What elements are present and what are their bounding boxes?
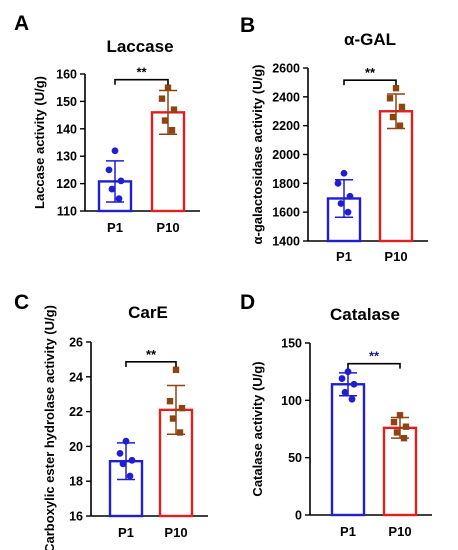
chart-a-y-tick-label: 160 bbox=[56, 68, 77, 82]
chart-d-x-tick-label: P10 bbox=[388, 524, 411, 539]
chart-a-title: Laccase bbox=[106, 37, 173, 56]
chart-a-point-p1 bbox=[111, 147, 119, 155]
chart-a-y-tick-label: 140 bbox=[56, 122, 77, 136]
chart-d-x-tick-label: P1 bbox=[340, 524, 356, 539]
chart-d-point-p10 bbox=[402, 423, 410, 430]
chart-c-y-label: Carboxylic ester hydrolase activity (U/g… bbox=[42, 305, 57, 550]
chart-a-point-p1 bbox=[115, 195, 123, 203]
chart-d-point-p1 bbox=[341, 388, 349, 396]
chart-a-panel-letter: A bbox=[14, 12, 29, 35]
chart-b-point-p10 bbox=[396, 122, 404, 129]
chart-b-point-p10 bbox=[389, 113, 397, 121]
chart-d-significance-bracket bbox=[347, 362, 401, 369]
chart-c-point-p10 bbox=[178, 404, 186, 412]
chart-b-point-p10 bbox=[386, 95, 394, 102]
chart-c-panel-letter: C bbox=[14, 291, 29, 314]
chart-c-y-tick-label: 20 bbox=[69, 440, 83, 454]
chart-d-y-tick-label: 0 bbox=[295, 509, 302, 523]
chart-b-y-tick-label: 1600 bbox=[272, 206, 300, 220]
chart-d-point-p10 bbox=[393, 429, 401, 436]
chart-d-point-p1 bbox=[338, 375, 346, 382]
chart-c-significance-label: ** bbox=[146, 347, 157, 362]
chart-a-significance-bracket bbox=[114, 78, 169, 85]
chart-b-y-label: α-galactosidase activity (U/g) bbox=[250, 65, 265, 245]
chart-c-point-p10 bbox=[176, 429, 184, 436]
chart-b-bar-p10 bbox=[378, 110, 414, 243]
chart-b-x-tick-label: P10 bbox=[384, 249, 407, 264]
chart-d-point-p1 bbox=[350, 380, 358, 388]
chart-b-title: α-GAL bbox=[344, 30, 396, 49]
chart-d-y-tick-label: 100 bbox=[281, 394, 302, 408]
chart-d-bar-p10 bbox=[382, 426, 418, 517]
chart-b-point-p1 bbox=[337, 200, 345, 207]
chart-d: D Catalase 0 50 100 150 Catalase activity (U/g… bbox=[240, 291, 432, 539]
chart-b-point-p1 bbox=[340, 169, 348, 177]
chart-a-point-p10 bbox=[164, 84, 172, 91]
chart-a-point-p1 bbox=[117, 177, 125, 185]
chart-c-point-p1 bbox=[122, 437, 130, 445]
chart-b-y-tick-label: 1400 bbox=[272, 235, 300, 249]
chart-d-significance-label: ** bbox=[369, 349, 380, 364]
chart-a-y-tick-label: 130 bbox=[56, 150, 77, 164]
chart-d-y-label: Catalase activity (U/g) bbox=[250, 361, 265, 496]
chart-b-point-p1 bbox=[346, 192, 354, 200]
chart-b-y-tick-label: 2000 bbox=[272, 148, 300, 162]
chart-b-significance-label: ** bbox=[365, 65, 376, 80]
chart-b-point-p1 bbox=[334, 179, 342, 187]
chart-b-x-tick-label: P1 bbox=[336, 249, 352, 264]
chart-c-y-tick-label: 18 bbox=[69, 475, 83, 489]
chart-c-y-tick-label: 24 bbox=[69, 370, 83, 384]
chart-d-panel-letter: D bbox=[240, 291, 255, 314]
chart-d-point-p10 bbox=[390, 418, 398, 426]
chart-c-point-p10 bbox=[169, 415, 177, 422]
chart-a-point-p10 bbox=[168, 126, 176, 134]
chart-a: A Laccase 110 120 130 140 150 160 Laccase activi… bbox=[14, 12, 200, 235]
chart-a-y-label: Laccase activity (U/g) bbox=[32, 76, 47, 209]
chart-b-y-tick-label: 2200 bbox=[272, 119, 300, 133]
chart-b-significance-bracket bbox=[343, 79, 397, 86]
chart-d-title: Catalase bbox=[330, 305, 400, 324]
chart-b-y-tick-label: 2400 bbox=[272, 90, 300, 104]
chart-a-y-tick-label: 110 bbox=[57, 205, 77, 219]
chart-d-point-p10 bbox=[396, 412, 404, 419]
chart-a-point-p10 bbox=[170, 106, 178, 113]
chart-c: C CarE 16 18 20 22 24 26 Carboxylic ester hydrol… bbox=[14, 291, 208, 550]
chart-c-title: CarE bbox=[128, 303, 168, 322]
chart-c-significance-bracket bbox=[125, 361, 177, 367]
chart-c-point-p10 bbox=[172, 366, 180, 374]
chart-a-x-tick-label: P10 bbox=[156, 220, 179, 235]
chart-b: Bα-GAL 1400 1600 1800 2000 2200 2400 2600 α-gala… bbox=[240, 14, 428, 264]
chart-c-x-tick-label: P10 bbox=[164, 525, 187, 540]
chart-d-bar-p1 bbox=[330, 383, 366, 517]
chart-c-point-p10 bbox=[166, 397, 174, 405]
chart-c-y-tick-label: 22 bbox=[69, 405, 83, 419]
chart-b-panel-letter: B bbox=[240, 14, 255, 37]
chart-c-point-p1 bbox=[126, 472, 134, 480]
chart-b-point-p10 bbox=[398, 103, 406, 111]
chart-c-y-tick-label: 16 bbox=[69, 510, 83, 524]
chart-b-point-p10 bbox=[392, 84, 400, 92]
chart-c-point-p1 bbox=[128, 456, 136, 464]
chart-c-point-p1 bbox=[119, 460, 127, 468]
chart-a-y-tick-label: 120 bbox=[56, 177, 77, 191]
chart-a-significance-label: ** bbox=[136, 65, 147, 80]
chart-d-y-tick-label: 150 bbox=[281, 337, 302, 351]
chart-c-y-tick-label: 26 bbox=[69, 336, 83, 350]
chart-a-y-tick-label: 150 bbox=[56, 95, 77, 109]
chart-a-point-p10 bbox=[158, 95, 166, 102]
chart-b-point-p1 bbox=[344, 208, 352, 216]
chart-d-point-p1 bbox=[348, 395, 356, 403]
chart-b-y-tick-label: 2600 bbox=[272, 62, 300, 76]
chart-c-x-tick-label: P1 bbox=[118, 525, 134, 540]
chart-d-point-p1 bbox=[344, 368, 352, 376]
chart-a-point-p1 bbox=[108, 185, 116, 193]
chart-a-x-tick-label: P1 bbox=[107, 220, 123, 235]
chart-a-point-p1 bbox=[105, 166, 113, 174]
chart-b-y-tick-label: 1800 bbox=[272, 177, 300, 191]
chart-a-point-p10 bbox=[161, 117, 169, 124]
chart-d-point-p10 bbox=[400, 434, 408, 442]
chart-c-point-p1 bbox=[116, 449, 124, 457]
chart-d-y-tick-label: 50 bbox=[288, 451, 302, 465]
